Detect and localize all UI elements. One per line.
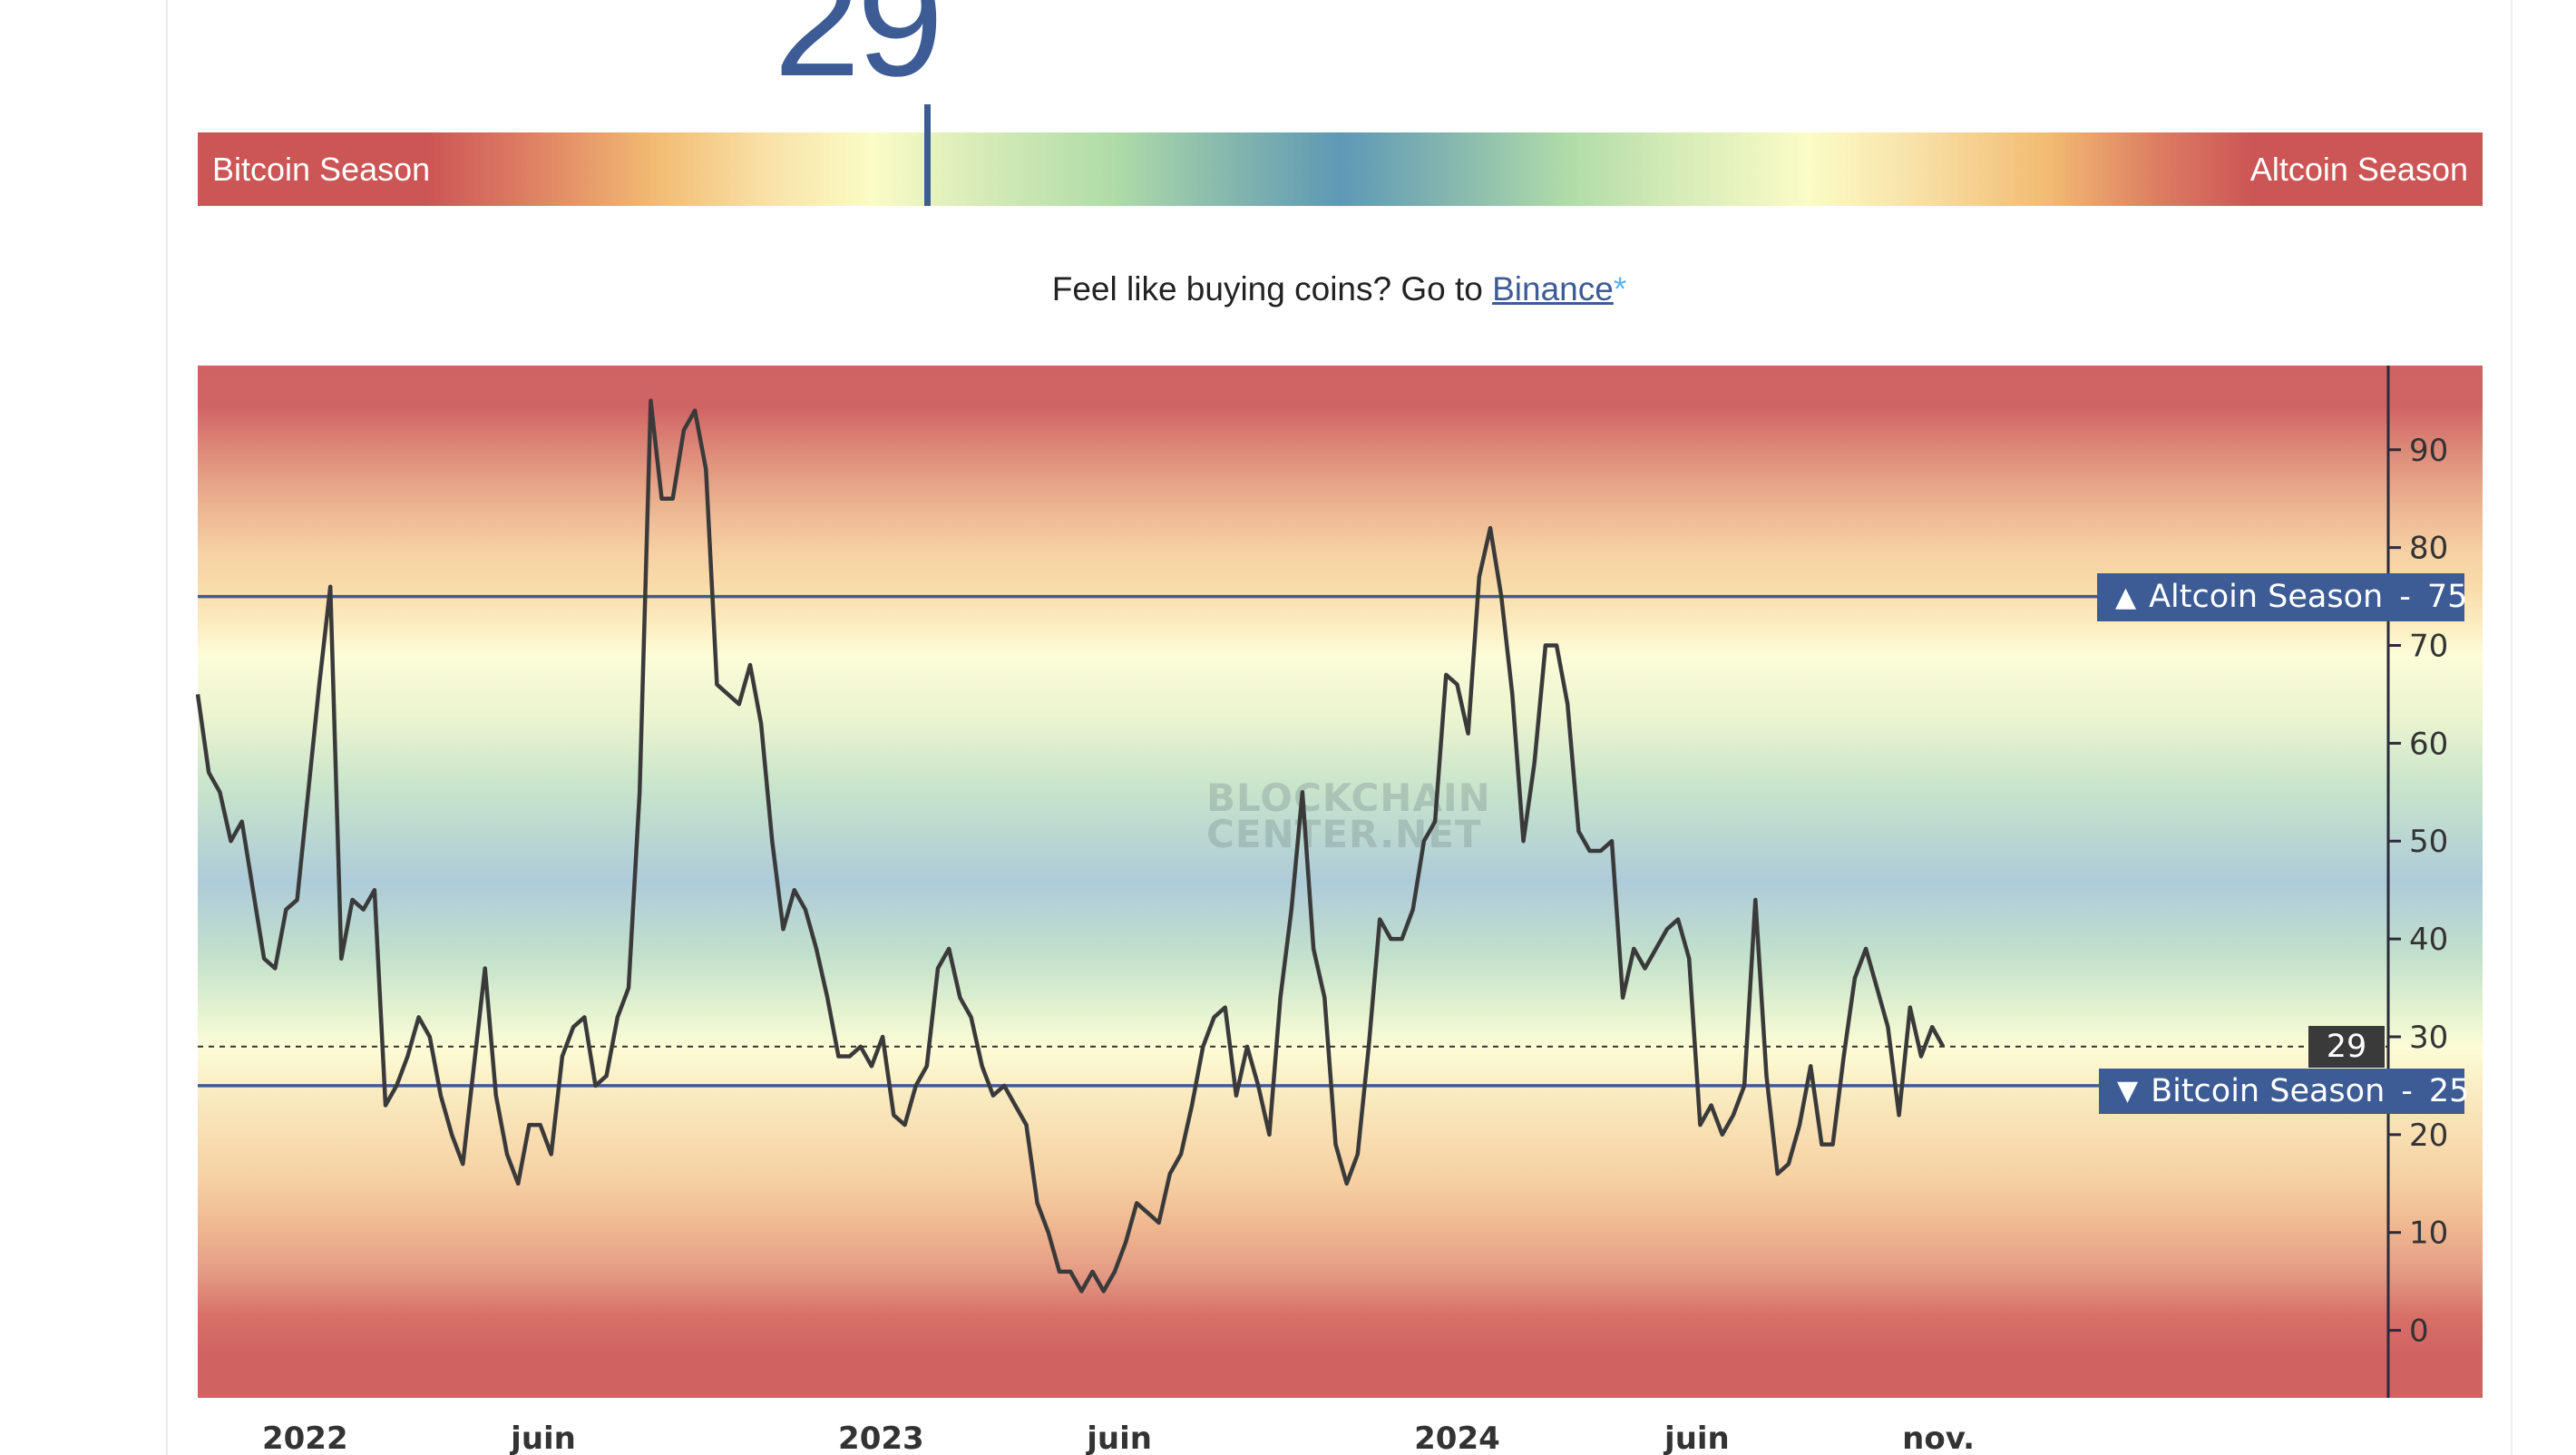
y-tick-label: 20: [2409, 1118, 2448, 1154]
triangle-up-icon: ▲: [2115, 581, 2137, 613]
y-tick-label: 0: [2409, 1313, 2429, 1350]
gauge-right-label: Altcoin Season: [2249, 151, 2468, 188]
binance-link[interactable]: Binance: [1492, 270, 1614, 308]
separator: -: [2399, 579, 2411, 615]
x-tick-label: 2022: [262, 1421, 348, 1455]
bitcoin-season-label: Bitcoin Season: [2151, 1073, 2386, 1109]
altcoin-season-level-label: ▲ Altcoin Season - 75: [2097, 573, 2467, 621]
x-tick-label: 2024: [1414, 1421, 1500, 1455]
x-tick-label: juin: [1663, 1421, 1730, 1455]
y-tick-label: 60: [2409, 726, 2448, 762]
season-gauge-bar: Bitcoin Season Altcoin Season: [198, 132, 2483, 206]
promo-text: Feel like buying coins? Go to Binance*: [166, 270, 2513, 308]
index-series-line: [195, 398, 1946, 1294]
y-tick-label: 70: [2409, 629, 2448, 665]
card-right-border: [2511, 0, 2513, 1455]
y-tick-label: 80: [2409, 531, 2448, 567]
current-value-label: 29: [2308, 1026, 2385, 1068]
y-tick-label: 10: [2409, 1216, 2448, 1252]
separator: -: [2401, 1073, 2413, 1109]
altcoin-season-label: Altcoin Season: [2149, 579, 2384, 615]
x-tick-label: juin: [509, 1421, 576, 1455]
chart-plot-background: [198, 366, 2483, 1398]
altcoin-index-value: 29: [774, 0, 943, 109]
watermark-line1: BLOCKCHAIN: [1206, 776, 1491, 820]
y-tick-label: 50: [2409, 824, 2448, 860]
bitcoin-season-value: 25: [2428, 1073, 2470, 1109]
promo-asterisk: *: [1613, 270, 1627, 308]
gauge-marker: [923, 104, 931, 206]
triangle-down-icon: ▼: [2117, 1075, 2139, 1107]
bitcoin-season-level-label: ▼ Bitcoin Season - 25: [2099, 1069, 2469, 1114]
y-tick-label: 90: [2409, 433, 2448, 469]
x-tick-label: juin: [1085, 1421, 1152, 1455]
card-left-border: [166, 0, 168, 1455]
altcoin-season-value: 75: [2426, 579, 2468, 615]
y-tick-label: 40: [2409, 922, 2448, 958]
promo-message: Feel like buying coins? Go to: [1051, 270, 1493, 308]
y-tick-label: 30: [2409, 1020, 2448, 1056]
x-tick-label: nov.: [1902, 1421, 1975, 1455]
x-tick-label: 2023: [838, 1421, 924, 1455]
gauge-left-label: Bitcoin Season: [212, 151, 431, 188]
